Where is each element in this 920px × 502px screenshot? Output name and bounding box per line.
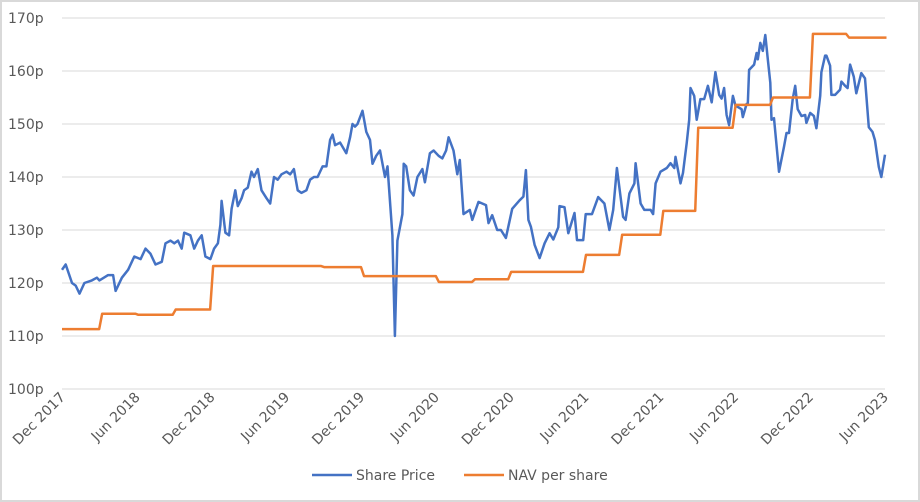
x-tick-label: Dec 2021 [609,390,668,449]
y-tick-label: 150p [8,117,44,133]
series-line-nav-per-share [62,32,887,331]
x-tick-label: Jun 2018 [88,390,144,446]
x-tick-label: Jun 2019 [237,390,293,446]
x-tick-label: Dec 2017 [10,390,69,449]
y-tick-label: 140p [8,170,44,186]
x-tick-label: Jun 2022 [686,390,742,446]
legend-label-nav-per-share: NAV per share [508,468,608,484]
y-tick-label: 110p [8,329,44,345]
x-tick-label: Dec 2020 [459,390,518,449]
x-tick-label: Dec 2022 [758,390,817,449]
series-line-share-price [60,33,887,338]
x-tick-label: Jun 2021 [537,390,593,446]
x-tick-label: Dec 2019 [309,390,368,449]
x-tick-label: Jun 2023 [836,390,892,446]
x-tick-label: Dec 2018 [160,390,219,449]
x-axis-ticks: Dec 2017 Jun 2018 Dec 2018 Jun 2019 Dec 2019… [10,390,892,449]
series-lines [60,32,887,338]
y-tick-label: 130p [8,223,44,239]
legend: Share Price NAV per share [312,468,608,484]
y-tick-label: 120p [8,276,44,292]
gridlines [62,17,885,390]
y-tick-label: 100p [8,382,44,398]
y-tick-label: 170p [8,11,44,27]
legend-label-share-price: Share Price [356,468,435,484]
x-tick-label: Jun 2020 [387,390,443,446]
y-tick-label: 160p [8,64,44,80]
y-axis-ticks: 100p 110p 120p 130p 140p 150p 160p 170p [8,11,44,398]
